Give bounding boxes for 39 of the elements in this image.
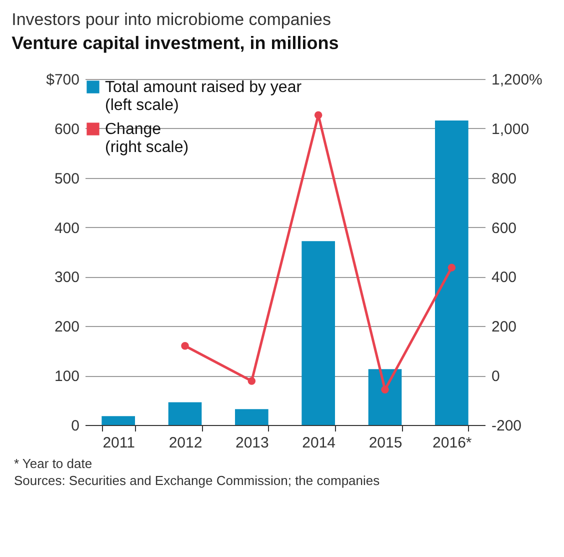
y2-tick-label: -200 [492, 418, 522, 434]
y-tick-label: 0 [71, 418, 80, 434]
x-tick-label: 2015 [368, 434, 402, 452]
legend-label: Change (right scale) [105, 121, 189, 156]
source-note: Sources: Securities and Exchange Commission; the companies [14, 472, 381, 489]
y2-tick-label: 200 [492, 318, 517, 336]
text: * Year to date [14, 455, 94, 472]
y2-tick-label: 1,000 [492, 120, 530, 138]
chart-subtitle: Venture capital investment, in millions [12, 33, 339, 53]
x-tick-label: 2012 [168, 434, 202, 452]
y-tick-label: 200 [54, 318, 80, 336]
point [448, 264, 456, 272]
bar [235, 409, 268, 425]
y2-tick-label: 0 [492, 368, 500, 386]
point [314, 111, 322, 119]
x-tick-label: 2013 [235, 434, 269, 452]
bar [302, 241, 335, 425]
y2-tick-label: 400 [492, 269, 517, 286]
y2-tick-label: 800 [492, 170, 517, 188]
y2-tick-label: 1,200% [492, 72, 542, 88]
y-tick-label: 300 [54, 269, 80, 286]
point [248, 377, 256, 385]
legend-label: Total amount raised by year (left scale) [105, 79, 302, 114]
x-tick-label: 2014 [302, 434, 336, 452]
point [181, 342, 189, 350]
point [381, 386, 389, 394]
bar [368, 369, 402, 425]
y-tick-label: 400 [54, 220, 80, 237]
y-tick-label: 600 [54, 120, 80, 138]
bar [168, 402, 202, 425]
y-tick-label: 100 [54, 368, 80, 386]
y-tick-label: $700 [46, 72, 80, 88]
y-tick-label: 500 [54, 170, 80, 188]
bar [435, 120, 468, 425]
x-tick-label: 2011 [102, 434, 135, 452]
x-tick-label: 2016* [432, 434, 472, 452]
bar [102, 416, 135, 425]
y2-tick-label: 600 [492, 220, 517, 237]
chart-title: Investors pour into microbiome companies [12, 10, 332, 29]
